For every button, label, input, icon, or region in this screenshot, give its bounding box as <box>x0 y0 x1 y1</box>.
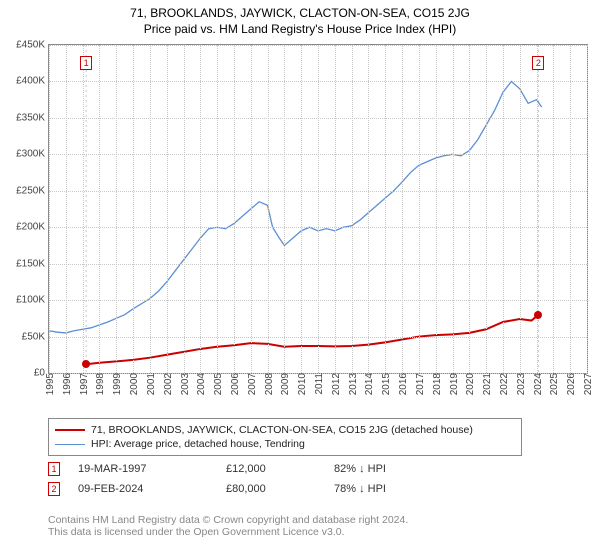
x-axis-label: 2017 <box>415 373 426 395</box>
sale-date: 19-MAR-1997 <box>78 463 208 475</box>
y-axis-label: £300K <box>16 149 45 160</box>
x-axis-label: 2010 <box>297 373 308 395</box>
x-axis-label: 2012 <box>331 373 342 395</box>
legend-label: 71, BROOKLANDS, JAYWICK, CLACTON-ON-SEA,… <box>91 424 473 436</box>
x-axis-label: 2007 <box>247 373 258 395</box>
x-axis-label: 1999 <box>112 373 123 395</box>
x-axis-label: 2020 <box>465 373 476 395</box>
x-axis-label: 2005 <box>213 373 224 395</box>
x-axis-label: 1996 <box>62 373 73 395</box>
sale-marker-icon: 1 <box>48 462 60 476</box>
x-axis-label: 2022 <box>499 373 510 395</box>
x-axis-label: 2002 <box>163 373 174 395</box>
y-axis-label: £250K <box>16 185 45 196</box>
legend: 71, BROOKLANDS, JAYWICK, CLACTON-ON-SEA,… <box>48 418 522 456</box>
y-axis-label: £100K <box>16 295 45 306</box>
sale-hpi-delta: 82% ↓ HPI <box>334 463 454 475</box>
x-axis-label: 2024 <box>533 373 544 395</box>
sale-price: £80,000 <box>226 483 316 495</box>
plot-region: £0£50K£100K£150K£200K£250K£300K£350K£400… <box>48 44 588 374</box>
x-axis-label: 2021 <box>482 373 493 395</box>
x-axis-label: 2004 <box>196 373 207 395</box>
x-axis-label: 2001 <box>146 373 157 395</box>
x-axis-label: 2016 <box>398 373 409 395</box>
sale-marker-icon: 1 <box>80 56 92 70</box>
sale-row: 2 09-FEB-2024 £80,000 78% ↓ HPI <box>48 482 568 496</box>
sale-date: 09-FEB-2024 <box>78 483 208 495</box>
x-axis-label: 2027 <box>583 373 594 395</box>
x-axis-label: 2013 <box>348 373 359 395</box>
legend-label: HPI: Average price, detached house, Tend… <box>91 438 305 450</box>
x-axis-label: 2003 <box>180 373 191 395</box>
x-axis-label: 1997 <box>79 373 90 395</box>
chart-area: £0£50K£100K£150K£200K£250K£300K£350K£400… <box>48 44 588 394</box>
x-axis-label: 2006 <box>230 373 241 395</box>
y-axis-label: £0 <box>34 368 45 379</box>
y-axis-label: £400K <box>16 76 45 87</box>
y-axis-label: £150K <box>16 258 45 269</box>
sale-dot <box>534 311 542 319</box>
sale-hpi-delta: 78% ↓ HPI <box>334 483 454 495</box>
y-axis-label: £200K <box>16 222 45 233</box>
x-axis-label: 2000 <box>129 373 140 395</box>
footer: Contains HM Land Registry data © Crown c… <box>48 514 408 538</box>
x-axis-label: 1998 <box>95 373 106 395</box>
y-axis-label: £350K <box>16 112 45 123</box>
x-axis-label: 2011 <box>314 373 325 395</box>
title-line1: 71, BROOKLANDS, JAYWICK, CLACTON-ON-SEA,… <box>0 0 600 20</box>
y-axis-label: £50K <box>22 331 45 342</box>
x-axis-label: 2019 <box>449 373 460 395</box>
title-line2: Price paid vs. HM Land Registry's House … <box>0 20 600 36</box>
x-axis-label: 2014 <box>364 373 375 395</box>
legend-swatch <box>55 429 85 431</box>
sale-price: £12,000 <box>226 463 316 475</box>
legend-item: 71, BROOKLANDS, JAYWICK, CLACTON-ON-SEA,… <box>55 423 515 437</box>
sale-marker-icon: 2 <box>48 482 60 496</box>
x-axis-label: 2023 <box>516 373 527 395</box>
footer-line: Contains HM Land Registry data © Crown c… <box>48 514 408 526</box>
sale-row: 1 19-MAR-1997 £12,000 82% ↓ HPI <box>48 462 568 476</box>
legend-swatch <box>55 444 85 445</box>
x-axis-label: 1995 <box>45 373 56 395</box>
footer-line: This data is licensed under the Open Gov… <box>48 526 408 538</box>
x-axis-label: 2018 <box>432 373 443 395</box>
y-axis-label: £450K <box>16 40 45 51</box>
sale-dot <box>82 360 90 368</box>
x-axis-label: 2009 <box>280 373 291 395</box>
sale-marker-icon: 2 <box>532 56 544 70</box>
x-axis-label: 2025 <box>549 373 560 395</box>
x-axis-label: 2008 <box>264 373 275 395</box>
x-axis-label: 2026 <box>566 373 577 395</box>
chart-container: 71, BROOKLANDS, JAYWICK, CLACTON-ON-SEA,… <box>0 0 600 560</box>
x-axis-label: 2015 <box>381 373 392 395</box>
sales-table: 1 19-MAR-1997 £12,000 82% ↓ HPI 2 09-FEB… <box>48 462 568 502</box>
legend-item: HPI: Average price, detached house, Tend… <box>55 437 515 451</box>
